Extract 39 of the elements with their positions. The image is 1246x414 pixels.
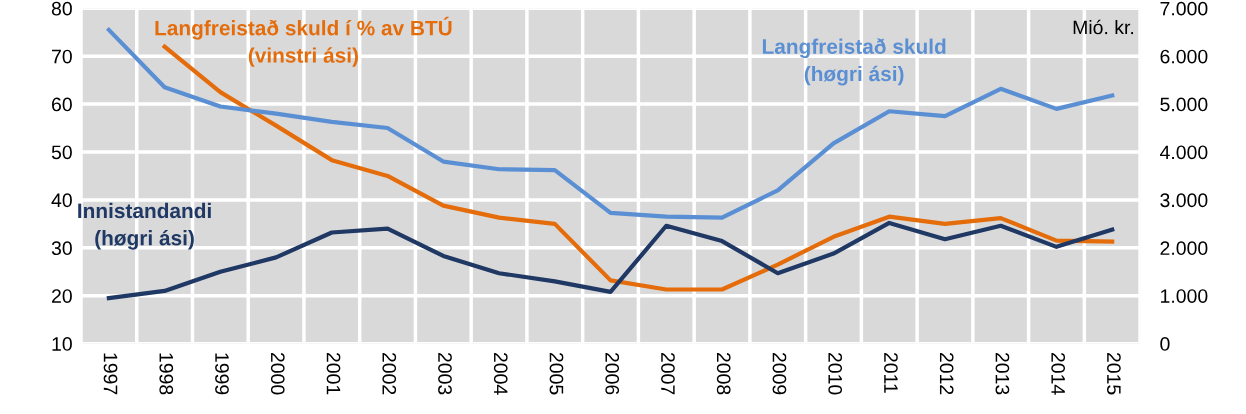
x-tick-label: 2002 bbox=[382, 352, 397, 395]
series-label: Langfreistað skuld (høgri ási) bbox=[762, 38, 946, 86]
y-tick-label: 80 bbox=[51, 1, 72, 16]
y2-tick-label: 5.000 bbox=[1160, 97, 1208, 112]
y2-axis-title: Mió. kr. bbox=[1073, 19, 1134, 35]
x-tick-label: 2013 bbox=[995, 352, 1010, 395]
y2-tick-label: 4.000 bbox=[1159, 145, 1208, 160]
y-tick-label: 40 bbox=[51, 193, 72, 208]
x-tick-label: 2007 bbox=[661, 352, 675, 395]
x-tick-label: 1998 bbox=[159, 353, 174, 395]
x-tick-label: 2014 bbox=[1051, 352, 1066, 395]
y2-tick-label: 6.000 bbox=[1160, 49, 1208, 64]
y-tick-label: 70 bbox=[52, 49, 72, 64]
series-label: Langfreistað skuld í % av BTÚ (vinstri ási) bbox=[155, 16, 452, 67]
x-tick-label: 2009 bbox=[772, 352, 787, 395]
x-tick-label: 2005 bbox=[549, 352, 564, 395]
x-tick-label: 2012 bbox=[939, 352, 954, 395]
y2-tick-label: 2.000 bbox=[1160, 241, 1208, 256]
series-label: Innistandandi (høgri ási) bbox=[78, 202, 211, 250]
y-tick-label: 30 bbox=[51, 241, 72, 256]
y2-tick-label: 3.000 bbox=[1160, 193, 1208, 208]
y-tick-label: 10 bbox=[52, 337, 72, 351]
y2-tick-label: 0 bbox=[1160, 337, 1170, 351]
x-tick-label: 2015 bbox=[1107, 352, 1121, 395]
x-tick-label: 2003 bbox=[438, 352, 452, 395]
x-tick-label: 2008 bbox=[716, 352, 731, 395]
x-tick-label: 2010 bbox=[828, 352, 843, 395]
y-tick-label: 20 bbox=[52, 289, 72, 303]
x-tick-label: 2011 bbox=[884, 352, 898, 393]
y2-tick-label: 1.000 bbox=[1161, 289, 1208, 303]
x-tick-label: 2000 bbox=[270, 352, 285, 395]
x-tick-label: 2001 bbox=[326, 352, 341, 395]
y2-tick-label: 7.000 bbox=[1160, 1, 1208, 16]
y-tick-label: 60 bbox=[52, 97, 72, 112]
x-tick-label: 2006 bbox=[605, 352, 620, 395]
y-tick-label: 50 bbox=[51, 145, 72, 160]
x-tick-label: 1999 bbox=[215, 353, 229, 395]
x-tick-label: 1997 bbox=[103, 353, 118, 395]
x-tick-label: 2004 bbox=[493, 352, 508, 395]
